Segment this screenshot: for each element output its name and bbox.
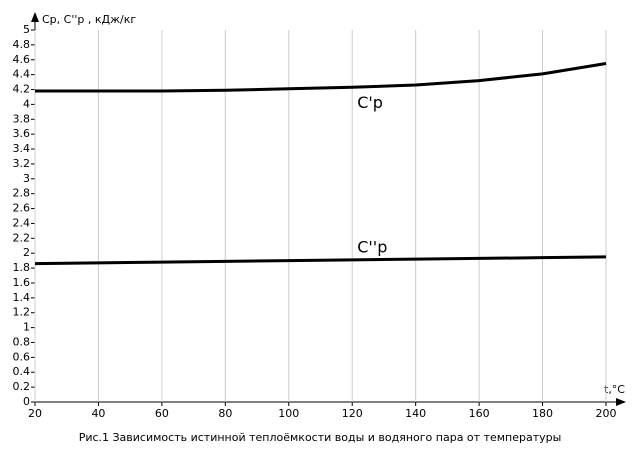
y-tick-label: 2.8 xyxy=(13,187,31,200)
y-arrow xyxy=(31,12,39,22)
x-arrow xyxy=(616,398,626,406)
y-tick-label: 4.6 xyxy=(13,53,31,66)
series-label: C''p xyxy=(357,237,387,256)
y-tick-label: 2 xyxy=(23,246,30,259)
y-tick-label: 3.8 xyxy=(13,112,31,125)
y-tick-label: 1.6 xyxy=(13,276,31,289)
x-tick-label: 80 xyxy=(218,407,232,420)
y-tick-label: 3.6 xyxy=(13,127,31,140)
y-tick-label: 0.8 xyxy=(13,335,31,348)
y-tick-label: 2.2 xyxy=(13,231,31,244)
y-tick-label: 0.6 xyxy=(13,350,31,363)
y-tick-label: 4.2 xyxy=(13,83,31,96)
y-tick-label: 4 xyxy=(23,97,30,110)
y-tick-label: 3 xyxy=(23,172,30,185)
x-tick-label: 120 xyxy=(342,407,363,420)
y-tick-label: 0 xyxy=(23,395,30,408)
y-tick-label: 4.8 xyxy=(13,38,31,51)
y-tick-label: 1.2 xyxy=(13,306,31,319)
series-line xyxy=(35,61,607,93)
x-tick-label: 140 xyxy=(405,407,426,420)
x-tick-label: 200 xyxy=(596,407,617,420)
y-tick-label: 2.4 xyxy=(13,216,31,229)
x-tick-label: 20 xyxy=(28,407,42,420)
x-tick-label: 60 xyxy=(155,407,169,420)
y-tick-label: 3.2 xyxy=(13,157,31,170)
series-label: C'p xyxy=(357,93,383,112)
y-tick-label: 1 xyxy=(23,321,30,334)
y-tick-label: 2.6 xyxy=(13,202,31,215)
x-tick-label: 40 xyxy=(91,407,105,420)
y-tick-label: 5 xyxy=(23,23,30,36)
x-tick-label: 180 xyxy=(532,407,553,420)
chart-title: Рис.1 Зависимость истинной теплоёмкости … xyxy=(79,431,562,444)
x-axis-label: t,°C xyxy=(604,383,625,396)
x-tick-label: 160 xyxy=(469,407,490,420)
x-tick-label: 100 xyxy=(278,407,299,420)
y-tick-label: 1.8 xyxy=(13,261,31,274)
y-tick-label: 4.4 xyxy=(13,68,31,81)
series-line xyxy=(34,255,607,266)
y-tick-label: 0.2 xyxy=(13,380,31,393)
y-tick-label: 0.4 xyxy=(13,365,31,378)
y-tick-label: 3.4 xyxy=(13,142,31,155)
y-tick-label: 1.4 xyxy=(13,291,31,304)
y-axis-label: Cр, C''р , кДж/кг xyxy=(42,13,136,26)
